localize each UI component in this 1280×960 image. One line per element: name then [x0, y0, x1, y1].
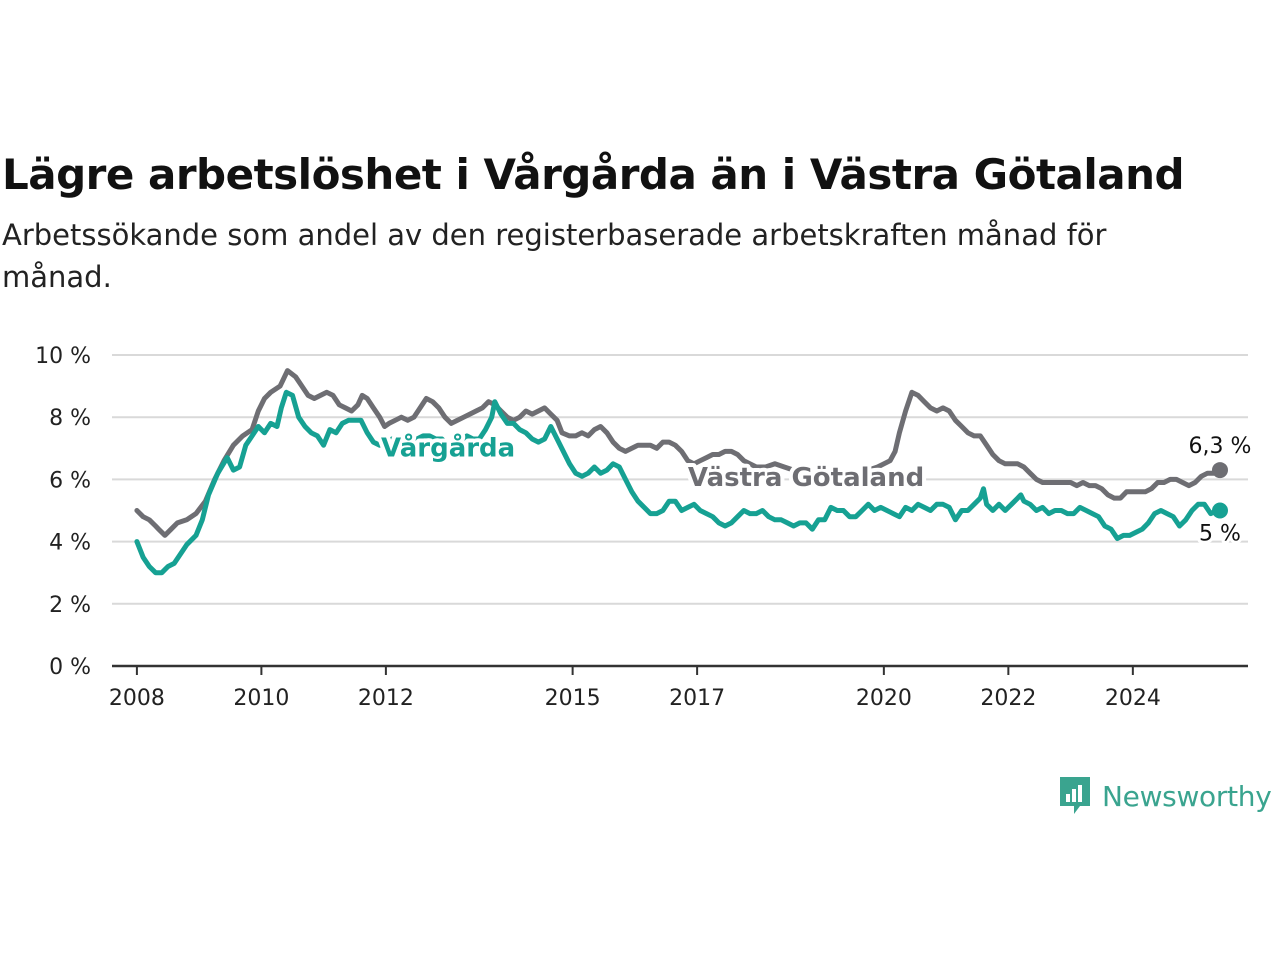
chart-subtitle: Arbetssökande som andel av den registerb…: [2, 218, 1107, 294]
chart-title: Lägre arbetslöshet i Vårgårda än i Västr…: [2, 150, 1185, 199]
series-line-v-rg-rda: [134, 389, 1223, 576]
x-tick-label: 2015: [545, 686, 601, 711]
x-tick-label: 2024: [1105, 686, 1161, 711]
end-point-marker: [1211, 502, 1228, 519]
newsworthy-logo: Newsworthy: [1058, 772, 1272, 820]
x-tick-label: 2010: [233, 686, 289, 711]
x-tick-label: 2008: [109, 686, 165, 711]
y-axis-tick-labels: 0 % 2 % 4 % 6 % 8 % 10 %: [35, 344, 91, 680]
grid-lines: [112, 354, 1248, 605]
end-value-label: 6,3 %: [1189, 434, 1252, 459]
series-line-v-stra-g-taland: [134, 368, 1223, 538]
x-axis-tick-labels: 2008 2010 2012 2015 2017 2020 2022 2024: [109, 666, 1161, 711]
y-tick-label: 8 %: [49, 406, 91, 431]
end-point-marker: [1211, 462, 1228, 479]
series-label: Vårgårda: [381, 431, 515, 463]
y-tick-label: 0 %: [49, 655, 91, 680]
line-chart: 0 % 2 % 4 % 6 % 8 % 10 % Vårgårda Västra Götal…: [35, 344, 1255, 711]
series-label: Västra Götaland: [688, 463, 924, 493]
y-tick-label: 10 %: [35, 344, 91, 369]
newsworthy-logo-icon: [1060, 777, 1090, 814]
x-tick-label: 2022: [980, 686, 1036, 711]
series-labels: Vårgårda Västra Götaland: [377, 427, 928, 497]
end-markers: 6,3 % 5 %: [1186, 431, 1255, 549]
x-tick-label: 2017: [669, 686, 725, 711]
x-tick-label: 2012: [358, 686, 414, 711]
end-value-label: 5 %: [1199, 522, 1241, 547]
y-tick-label: 4 %: [49, 531, 91, 556]
brand-name: Newsworthy: [1102, 779, 1272, 813]
y-tick-label: 6 %: [49, 468, 91, 493]
series-lines: [134, 368, 1223, 576]
y-tick-label: 2 %: [49, 593, 91, 618]
x-tick-label: 2020: [856, 686, 912, 711]
